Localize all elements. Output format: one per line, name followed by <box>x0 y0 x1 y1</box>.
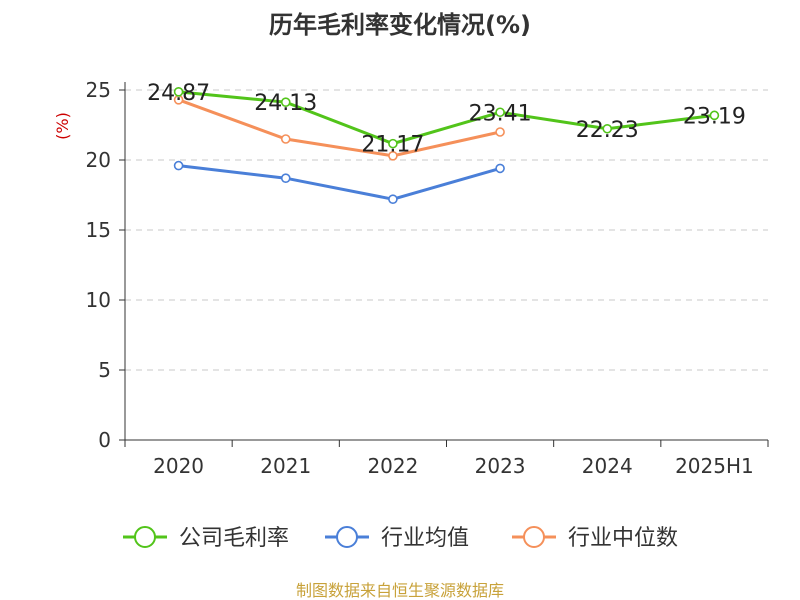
legend-label-0: 公司毛利率 <box>179 526 289 551</box>
y-tick-label-3: 15 <box>86 218 111 242</box>
axes <box>119 82 769 447</box>
series-line-0 <box>178 90 715 146</box>
legend-marker-0 <box>134 526 156 548</box>
series-0-point-5 <box>709 110 720 121</box>
series-0-point-3 <box>495 107 505 118</box>
data-labels: 24.87 24.13 21.17 23.41 22.23 23.19 <box>147 81 746 158</box>
series-group <box>173 87 720 204</box>
x-tick-label-4: 2024 <box>582 454 633 478</box>
data-label-2: 21.17 <box>361 133 424 158</box>
series-0-point-2 <box>388 138 398 149</box>
data-label-0: 24.87 <box>147 81 210 106</box>
y-tick-label-0: 0 <box>98 428 111 452</box>
data-label-5: 23.19 <box>683 104 746 129</box>
x-tick-label-1: 2021 <box>260 454 311 478</box>
legend-label-1: 行业均值 <box>381 526 469 551</box>
y-axis-label: (%) <box>53 112 72 140</box>
legend-marker-2 <box>523 526 545 548</box>
y-tick-label-2: 10 <box>86 288 111 312</box>
series-1-point-2 <box>388 194 398 204</box>
series-0-point-0 <box>173 87 184 97</box>
y-tick-label-5: 25 <box>86 78 111 102</box>
series-0-point-4 <box>602 123 613 134</box>
series-line-1 <box>178 164 501 201</box>
x-tick-label-2: 2022 <box>367 454 418 478</box>
series-0-point-1 <box>280 97 291 107</box>
y-tick-labels: 0 5 10 15 20 25 <box>86 78 111 452</box>
series-1-point-0 <box>173 160 184 171</box>
x-tick-label-5: 2025H1 <box>675 454 754 478</box>
source-note: 制图数据来自恒生聚源数据库 <box>296 581 504 600</box>
legend-marker-1 <box>336 526 358 548</box>
legend-label-2: 行业中位数 <box>568 526 678 551</box>
series-2-point-1 <box>280 134 291 144</box>
series-line-2 <box>178 98 501 158</box>
data-label-1: 24.13 <box>254 91 317 116</box>
chart-title: 历年毛利率变化情况(%) <box>269 11 531 39</box>
x-tick-label-3: 2023 <box>475 454 526 478</box>
series-2-point-3 <box>495 127 505 137</box>
series-2-point-2 <box>388 151 398 161</box>
series-1-point-1 <box>280 173 291 183</box>
y-tick-label-4: 20 <box>86 148 111 172</box>
grid-lines <box>125 89 768 371</box>
y-tick-label-1: 5 <box>98 358 111 382</box>
series-1-point-3 <box>495 163 505 174</box>
legend: 公司毛利率 行业均值 行业中位数 <box>123 526 678 551</box>
data-label-3: 23.41 <box>469 101 532 126</box>
x-tick-labels: 2020 2021 2022 2023 2024 2025H1 <box>153 454 754 478</box>
data-label-4: 22.23 <box>576 118 639 143</box>
x-tick-label-0: 2020 <box>153 454 204 478</box>
